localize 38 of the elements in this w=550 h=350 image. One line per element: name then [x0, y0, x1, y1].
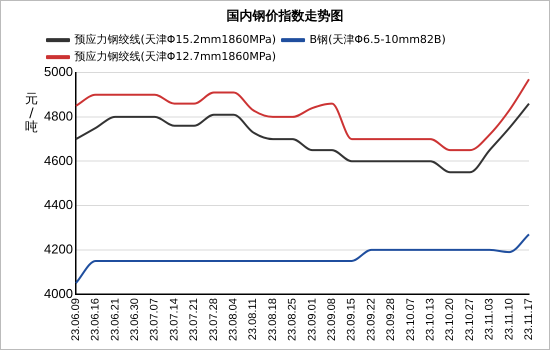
line-series	[74, 102, 530, 174]
y-tick-label: 5000	[44, 64, 73, 80]
y-tick-label: 4600	[44, 152, 73, 168]
x-tick-label: 23.11.10	[503, 298, 516, 340]
x-tick-label: 23.11.17	[523, 298, 536, 340]
x-tick-label: 23.09.22	[365, 298, 378, 342]
x-tick-label: 23.07.07	[148, 298, 161, 342]
x-tick-label: 23.09.15	[346, 298, 358, 342]
line-series	[74, 78, 530, 152]
x-tick-label: 23.08.18	[266, 298, 279, 342]
x-tick-label: 23.06.30	[129, 298, 142, 342]
x-tick-label: 23.06.21	[109, 298, 122, 342]
y-tick-label: 4400	[44, 197, 73, 212]
y-tick-label: 4800	[44, 108, 73, 124]
x-tick-label: 23.07.14	[168, 298, 180, 342]
x-tick-label: 23.08.25	[286, 298, 299, 342]
x-tick-label: 23.10.20	[444, 298, 456, 342]
x-tick-label: 23.09.08	[326, 298, 338, 342]
y-axis-title: 元/吨	[25, 92, 38, 135]
x-tick-label: 23.08.11	[247, 298, 260, 340]
x-tick-label: 23.07.21	[188, 298, 200, 342]
x-tick-label: 23.10.27	[464, 298, 476, 342]
chart-title: 国内钢价指数走势图	[226, 8, 344, 24]
y-tick-label: 4200	[44, 241, 73, 256]
y-tick-label: 4000	[44, 286, 73, 301]
x-tick-label: 23.10.13	[424, 298, 437, 342]
x-tick-label: 23.10.07	[404, 298, 417, 342]
legend-label: 预应力钢绞线(天津Φ15.2mm1860MPa)	[74, 32, 276, 46]
x-tick-label: 23.11.03	[484, 298, 496, 340]
x-tick-label: 23.06.16	[90, 298, 102, 342]
legend-label: 预应力钢绞线(天津Φ12.7mm1860MPa)	[74, 50, 276, 63]
x-tick-label: 23.08.04	[228, 298, 240, 342]
legend-label: B钢(天津Φ6.5-10mm82B)	[310, 32, 446, 46]
x-tick-label: 23.09.01	[306, 298, 318, 342]
line-series	[74, 233, 530, 284]
x-tick-label: 23.07.28	[208, 298, 220, 342]
x-tick-label: 23.09.28	[385, 298, 398, 342]
x-tick-label: 23.06.09	[70, 298, 82, 342]
